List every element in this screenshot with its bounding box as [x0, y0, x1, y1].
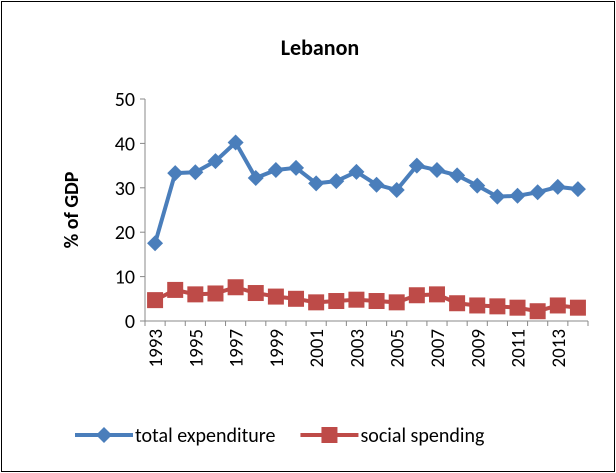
marker: [207, 285, 224, 302]
marker: [489, 298, 506, 315]
marker: [308, 294, 325, 311]
marker: [388, 294, 405, 311]
x-tick-label: 2005: [387, 329, 410, 368]
marker: [288, 159, 305, 176]
marker: [328, 173, 345, 190]
marker: [207, 153, 224, 170]
marker: [247, 285, 264, 302]
marker: [288, 290, 305, 307]
marker: [187, 164, 204, 181]
marker: [167, 281, 184, 298]
x-tick-label: 2003: [346, 329, 369, 368]
y-axis-label: % of GDP: [60, 171, 84, 248]
marker: [549, 178, 566, 195]
marker: [569, 299, 586, 316]
marker: [489, 188, 506, 205]
series-line: [154, 285, 579, 314]
marker: [428, 286, 445, 303]
marker: [509, 299, 526, 316]
marker: [449, 295, 466, 312]
x-tick-label: 1995: [185, 329, 208, 368]
marker: [96, 427, 112, 443]
marker: [247, 170, 264, 187]
y-tick-label: 50: [115, 88, 135, 112]
y-tick-label: 20: [115, 221, 135, 245]
marker: [509, 187, 526, 204]
marker: [388, 182, 405, 199]
x-tick-label: 1997: [226, 329, 249, 368]
marker: [408, 287, 425, 304]
x-tick-label: 2007: [427, 329, 450, 368]
y-tick-label: 30: [115, 177, 135, 201]
y-tick-label: 10: [115, 266, 135, 290]
marker: [227, 134, 244, 151]
y-tick-label: 0: [125, 310, 135, 334]
marker: [469, 177, 486, 194]
marker: [267, 162, 284, 179]
marker: [428, 162, 445, 179]
series-line: [153, 140, 579, 244]
legend-label: social spending: [360, 424, 485, 448]
x-tick-label: 1993: [145, 329, 168, 368]
marker: [348, 163, 365, 180]
y-tick-label: 40: [115, 132, 135, 156]
marker: [308, 175, 325, 192]
marker: [267, 288, 284, 305]
marker: [529, 303, 546, 320]
marker: [147, 235, 164, 252]
marker: [529, 184, 546, 201]
x-tick-label: 2011: [508, 329, 531, 368]
x-tick-label: 2001: [306, 329, 329, 368]
marker: [549, 297, 566, 314]
marker: [449, 167, 466, 184]
marker: [187, 286, 204, 303]
marker: [368, 176, 385, 193]
marker: [167, 165, 184, 182]
x-tick-label: 2009: [467, 329, 490, 368]
legend-label: total expenditure: [135, 424, 275, 448]
x-tick-label: 1999: [266, 329, 289, 368]
x-tick-label: 2013: [548, 329, 571, 368]
marker: [569, 181, 586, 198]
marker: [469, 297, 486, 314]
marker: [328, 293, 345, 310]
marker: [227, 279, 244, 296]
marker: [408, 157, 425, 174]
marker: [321, 427, 338, 443]
marker: [147, 292, 164, 309]
chart-title: Lebanon: [281, 34, 359, 61]
marker: [348, 291, 365, 308]
marker: [368, 293, 385, 310]
